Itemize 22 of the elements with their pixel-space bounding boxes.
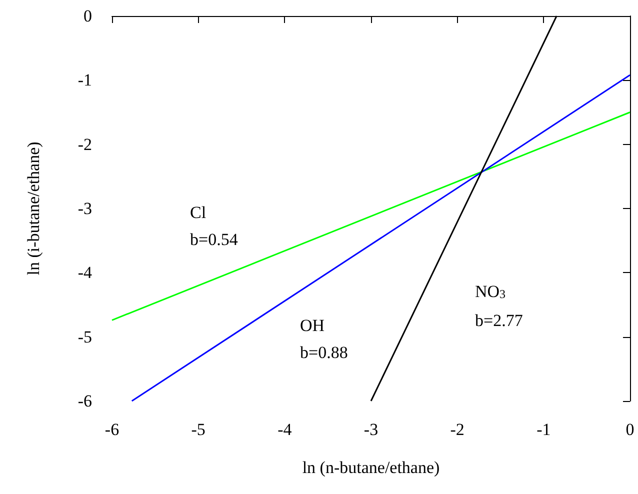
y-tick-label: -5 [78,327,92,346]
y-tick-label: -6 [78,392,92,410]
x-tick-label: -2 [450,420,464,439]
annotation: Cl [190,203,206,222]
annotation: OH [300,316,325,335]
y-tick-label: -4 [78,263,92,282]
annotation: b=0.54 [190,230,238,249]
y-tick-label: -3 [78,199,92,218]
annotation: b=0.88 [300,343,348,362]
x-tick-label: 0 [626,420,634,439]
x-tick-label: -1 [536,420,551,439]
y-tick-label: 0 [84,6,92,26]
y-tick-label: -2 [78,134,92,154]
x-tick-label: -3 [364,420,378,439]
x-axis-title: ln (n-butane/ethane) [302,458,440,477]
x-tick-label: -4 [278,420,292,439]
y-axis-title: ln (i-butane/ethane) [24,142,43,276]
x-tick-label: -5 [191,420,206,439]
x-tick-label: -6 [104,420,120,439]
y-tick-label: -1 [78,70,92,90]
annotation: b=2.77 [475,311,524,330]
annotation: NO3 [475,282,506,301]
